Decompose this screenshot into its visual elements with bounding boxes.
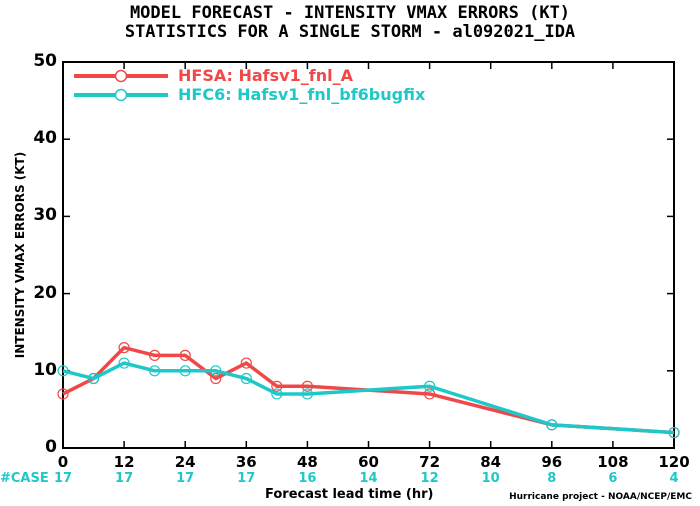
x-tick-label: 36	[235, 453, 257, 471]
case-count: 4	[669, 471, 679, 486]
data-point-hfsa	[424, 388, 436, 400]
case-count: 17	[237, 471, 256, 486]
data-point-hfc6	[118, 357, 130, 369]
y-tick-label: 50	[33, 51, 57, 71]
data-point-hfc6	[179, 365, 191, 377]
legend-marker	[114, 69, 128, 83]
x-tick-label: 24	[174, 453, 196, 471]
data-point-hfsa	[301, 380, 313, 392]
chart-title: MODEL FORECAST - INTENSITY VMAX ERRORS (…	[129, 3, 571, 23]
case-count-label: #CASE	[0, 471, 49, 486]
data-point-hfc6	[57, 365, 69, 377]
credit-text: Hurricane project - NOAA/NCEP/EMC	[509, 492, 692, 502]
data-point-hfc6	[210, 365, 222, 377]
y-tick-label: 40	[33, 128, 57, 149]
data-point-hfsa	[210, 372, 222, 385]
series-line-hfsa	[62, 345, 675, 435]
data-point-hfsa	[118, 342, 130, 354]
case-count: 14	[359, 471, 378, 486]
x-tick-label: 84	[480, 453, 502, 471]
x-tick-label: 0	[57, 453, 69, 471]
data-point-hfc6	[424, 380, 436, 392]
case-count: 10	[481, 471, 500, 486]
x-tick-label: 60	[358, 453, 379, 471]
x-tick-label: 108	[597, 453, 629, 471]
y-tick-label: 30	[33, 205, 57, 226]
data-point-hfsa	[57, 388, 69, 400]
data-point-hfsa	[271, 380, 283, 392]
data-point-hfc6	[87, 372, 100, 385]
case-count: 6	[608, 471, 618, 486]
x-tick-label: 48	[296, 453, 318, 471]
data-point-hfsa	[179, 349, 191, 361]
data-point-hfc6	[301, 388, 313, 400]
series-line-hfc6	[62, 361, 675, 435]
y-axis-label: INTENSITY VMAX ERRORS (KT)	[13, 151, 27, 359]
y-tick-label: 20	[33, 282, 57, 303]
case-count: 17	[115, 471, 134, 486]
case-count: 12	[420, 471, 439, 486]
data-point-hfsa	[149, 349, 161, 361]
data-point-hfc6	[546, 419, 558, 431]
chart-subtitle: STATISTICS FOR A SINGLE STORM - al092021…	[124, 22, 576, 42]
data-point-hfc6	[149, 365, 161, 377]
case-count: 17	[53, 471, 73, 486]
legend-label: HFC6: Hafsv1_fnl_bf6bugfix	[178, 85, 426, 104]
x-tick-label: 72	[419, 453, 441, 471]
data-point-hfc6	[271, 388, 283, 400]
x-tick-label: 96	[541, 453, 563, 471]
x-axis-label: Forecast lead time (hr)	[265, 487, 434, 502]
legend-marker	[114, 88, 128, 102]
x-tick-label: 12	[113, 453, 135, 471]
data-point-hfc6	[668, 426, 680, 439]
case-count: 17	[176, 471, 195, 486]
case-count: 8	[547, 471, 557, 486]
legend-label: HFSA: Hafsv1_fnl_A	[178, 66, 353, 85]
y-tick-label: 10	[33, 359, 57, 380]
y-tick-label: 0	[45, 437, 57, 457]
x-tick-label: 120	[658, 453, 690, 471]
data-point-hfc6	[240, 372, 252, 385]
case-count: 16	[298, 471, 317, 486]
data-point-hfsa	[240, 357, 252, 369]
